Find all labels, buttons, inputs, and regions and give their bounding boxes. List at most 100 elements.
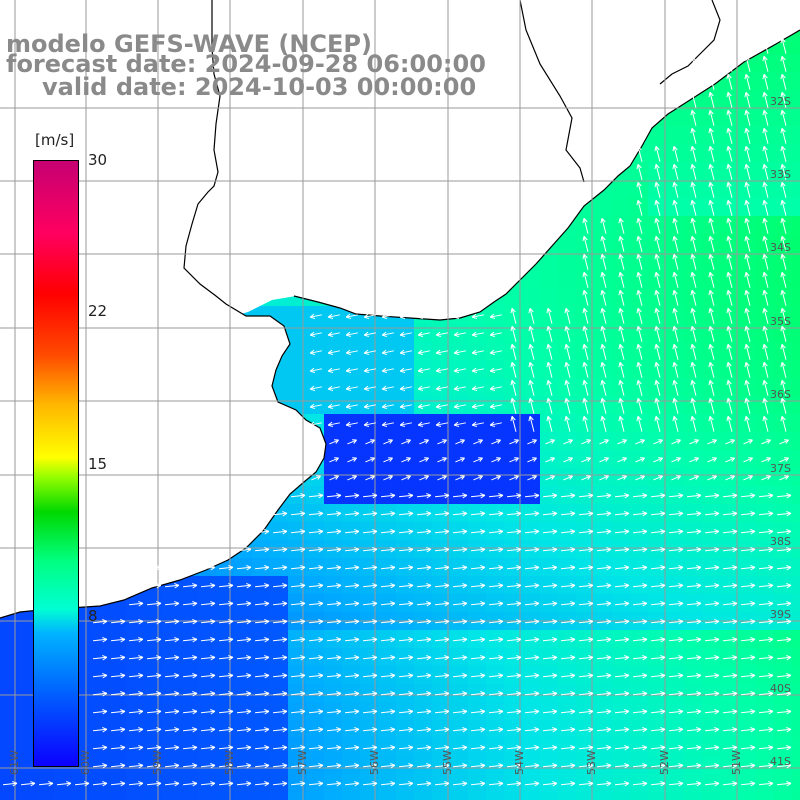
wind-vector	[654, 163, 661, 180]
wind-vector	[578, 727, 594, 733]
wind-vector	[744, 109, 751, 126]
wind-vector	[311, 439, 321, 445]
wind-vector	[726, 127, 733, 144]
wind-vector	[344, 709, 360, 715]
wind-vector	[776, 727, 792, 733]
wind-vector	[632, 709, 648, 715]
wind-vector	[542, 619, 558, 625]
wind-vector	[722, 583, 738, 589]
wind-vector	[690, 343, 697, 360]
wind-vector	[762, 109, 769, 126]
wind-vector	[578, 691, 594, 697]
wind-vector	[182, 781, 198, 787]
wind-vector	[560, 691, 576, 697]
wind-vector	[272, 709, 288, 715]
wind-vector	[578, 745, 594, 751]
wind-vector	[596, 565, 612, 571]
wind-vector	[381, 349, 394, 356]
wind-vector	[488, 565, 504, 571]
wind-vector	[506, 655, 522, 661]
wind-vector	[614, 655, 630, 661]
wind-vector	[488, 745, 504, 751]
wind-vector	[491, 439, 501, 445]
wind-vector	[398, 583, 414, 589]
wind-vector	[308, 655, 324, 661]
wind-vector	[689, 457, 699, 463]
wind-vector	[272, 529, 288, 535]
wind-vector	[362, 547, 378, 553]
wind-vector	[740, 727, 756, 733]
wind-vector	[236, 727, 252, 733]
wind-vector	[708, 91, 715, 108]
wind-vector	[381, 421, 394, 428]
wind-vector	[473, 457, 483, 463]
wind-vector	[744, 271, 751, 288]
wind-vector	[704, 655, 720, 661]
wind-vector	[708, 73, 715, 90]
wind-vector	[578, 763, 594, 769]
wind-vector	[690, 163, 697, 180]
wind-vector	[218, 637, 234, 643]
wind-vector	[690, 217, 697, 234]
wind-vector	[200, 781, 216, 787]
wind-vector	[398, 709, 414, 715]
wind-vector	[744, 325, 751, 342]
wind-vector	[417, 331, 430, 338]
wind-vector	[564, 379, 571, 396]
wind-vector	[434, 727, 450, 733]
wind-vector	[218, 727, 234, 733]
wind-vector	[365, 475, 375, 481]
wind-vector	[92, 691, 108, 697]
wind-vector	[110, 619, 126, 625]
wind-vector	[650, 511, 666, 517]
wind-vector	[776, 529, 792, 535]
wind-vector	[726, 361, 733, 378]
wind-vector	[762, 289, 769, 306]
wind-vector	[326, 655, 342, 661]
wind-vector	[704, 547, 720, 553]
wind-vector	[600, 415, 607, 432]
wind-vector	[326, 709, 342, 715]
wind-vector	[398, 781, 414, 787]
wind-vector	[290, 691, 306, 697]
wind-vector	[726, 109, 733, 126]
wind-vector	[779, 457, 789, 463]
wind-vector	[563, 439, 573, 445]
wind-vector	[524, 763, 540, 769]
wind-vector	[596, 619, 612, 625]
wind-vector	[326, 529, 342, 535]
wind-vector	[654, 253, 661, 270]
wind-vector	[635, 457, 645, 463]
wind-vector	[744, 307, 751, 324]
wind-vector	[308, 565, 324, 571]
wind-vector	[218, 655, 234, 661]
wind-vector	[653, 457, 663, 463]
wind-vector	[758, 691, 774, 697]
wind-vector	[726, 145, 733, 162]
wind-vector	[344, 493, 360, 499]
wind-vector	[743, 439, 753, 445]
wind-vector	[744, 181, 751, 198]
wind-vector	[636, 253, 643, 270]
wind-vector	[524, 601, 540, 607]
wind-vector	[20, 781, 36, 787]
wind-vector	[383, 475, 393, 481]
wind-vector	[726, 289, 733, 306]
wind-vector	[686, 691, 702, 697]
wind-vector	[654, 199, 661, 216]
wind-vector	[762, 397, 769, 414]
wind-vector	[780, 55, 787, 72]
wind-vector	[380, 547, 396, 553]
wind-vector	[200, 565, 216, 571]
wind-vector	[471, 421, 484, 428]
wind-vector	[560, 619, 576, 625]
wind-vector	[506, 745, 522, 751]
wind-vector	[762, 361, 769, 378]
wind-vector	[672, 145, 679, 162]
wind-vector	[200, 619, 216, 625]
wind-vector	[690, 145, 697, 162]
wind-vector	[578, 781, 594, 787]
wind-vector	[560, 511, 576, 517]
wind-vector	[596, 763, 612, 769]
wind-vector	[326, 745, 342, 751]
